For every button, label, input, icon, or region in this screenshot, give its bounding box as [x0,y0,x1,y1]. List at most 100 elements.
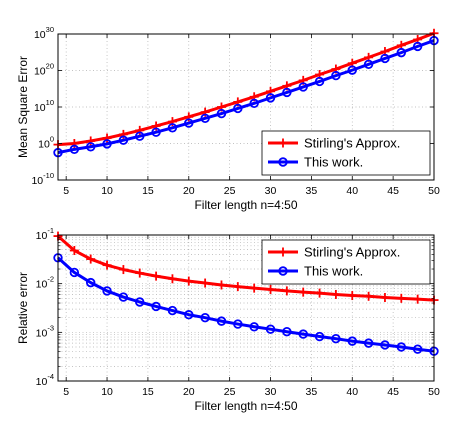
data-point [85,142,96,152]
data-point [200,113,210,124]
series-this-work [53,35,439,158]
data-point [86,136,96,146]
data-point [200,278,210,288]
data-point [167,274,177,284]
data-point [184,118,194,128]
data-point [412,41,423,52]
data-point [347,291,357,301]
data-point [200,312,210,323]
data-point [135,297,145,307]
data-point [151,301,161,312]
data-point [118,292,129,302]
y-tick-label: 10-3 [36,323,54,339]
y-tick-label: 10-4 [36,372,54,388]
legend: Stirling's Approx. This work. [261,130,431,176]
y-tick-label: 1010 [34,98,54,114]
x-tick-label: 50 [428,185,440,197]
data-point [380,340,390,350]
data-point [102,133,112,143]
y-axis: 10-4 10-3 10-2 10-1 [36,226,434,388]
data-point [118,129,128,139]
data-point [266,284,276,294]
x-tick-label: 20 [183,185,195,197]
series-line [56,256,435,353]
data-point [331,70,341,81]
legend-label: This work. [304,264,363,279]
data-point [86,254,96,264]
data-point [298,82,308,92]
data-point [315,288,325,298]
data-point [102,286,112,296]
data-point [396,293,406,303]
data-point [216,108,227,119]
y-tick-label: 1020 [34,62,54,78]
x-tick-label: 20 [183,386,195,398]
legend-label: Stirling's Approx. [304,136,400,151]
x-tick-label: 45 [387,386,399,398]
legend-item: This work. [268,155,363,170]
x-tick-label: 40 [346,386,358,398]
x-tick-label: 40 [346,185,358,197]
data-point [135,131,145,141]
legend-item: Stirling's Approx. [268,245,400,260]
data-point [282,87,292,98]
x-tick-label: 45 [387,185,399,197]
data-point [216,280,226,290]
data-point [135,268,145,278]
x-tick-label: 25 [224,185,236,197]
legend-box [261,239,431,285]
y-tick-label: 10-10 [31,171,54,187]
data-point [118,135,129,145]
data-point [396,342,407,352]
x-tick-label: 30 [265,386,277,398]
data-point [167,305,178,316]
data-point [396,47,407,58]
x-tick-label: 15 [142,386,154,398]
x-axis-label: Filter length n=4:50 [194,399,297,413]
series-line [57,39,435,155]
data-point [85,277,96,288]
x-tick-label: 35 [306,185,318,197]
x-axis-label: Filter length n=4:50 [194,198,297,212]
x-tick-label: 15 [142,185,154,197]
data-point [102,260,112,270]
y-axis-label: Mean Square Error [16,56,30,158]
data-point [298,287,308,297]
data-point [412,344,423,354]
legend-label: Stirling's Approx. [304,245,400,260]
data-point [265,324,276,334]
x-tick-label: 10 [101,386,113,398]
data-point [249,322,259,332]
data-point [167,123,178,133]
data-point [380,292,390,302]
legend: Stirling's Approx. This work. [261,239,431,285]
data-point [331,333,341,344]
data-point [265,93,276,103]
mse-chart: 5 10 15 20 25 30 35 40 45 50 10-10 100 1010 1020 1030 F… [16,25,440,212]
data-point [151,127,161,137]
legend-box [261,130,431,176]
data-point [363,338,374,348]
data-point [363,59,374,69]
data-point [249,283,259,293]
axes-box [57,234,435,382]
data-point [69,267,80,278]
data-point [184,310,194,320]
series-stirling [53,231,439,305]
x-tick-label: 35 [306,386,318,398]
data-point [69,139,79,148]
data-point [314,76,325,87]
data-point [331,289,341,299]
legend-label: This work. [304,155,363,170]
y-tick-label: 100 [38,135,54,151]
data-point [216,316,227,326]
data-point [102,139,112,149]
relative-error-chart: 5 10 15 20 25 30 35 40 45 50 10-4 10-3 10-2 10-1 Filte… [16,226,440,413]
x-tick-label: 5 [63,386,69,398]
y-axis-label: Relative error [16,272,30,344]
x-tick-label: 25 [224,386,236,398]
data-point [413,294,423,304]
data-point [118,265,128,275]
y-tick-label: 1030 [34,25,54,41]
